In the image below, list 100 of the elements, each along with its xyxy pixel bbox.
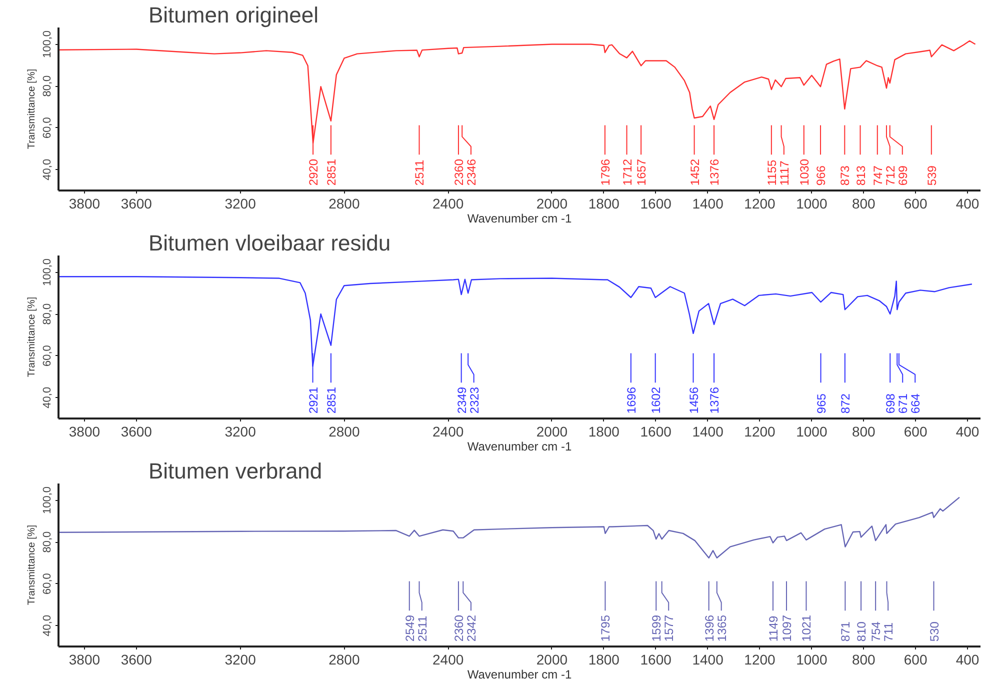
annotation: 2323 xyxy=(467,386,482,414)
annotation: 2920 xyxy=(306,158,321,186)
y-tick-label: 60,0 xyxy=(42,117,54,139)
x-tick-label: 2800 xyxy=(328,196,360,212)
x-tick-label: 1600 xyxy=(640,196,672,212)
x-tick-label: 600 xyxy=(904,652,928,668)
annotation: 2342 xyxy=(464,614,478,642)
y-tick-label: 40,0 xyxy=(42,386,54,408)
x-axis-title: Wavenumber cm -1 xyxy=(467,212,572,226)
annotation: 872 xyxy=(838,393,852,414)
x-tick-label: 3200 xyxy=(224,652,256,668)
annotation: 1452 xyxy=(688,158,702,186)
annotation: 671 xyxy=(896,393,910,414)
x-tick-label: 2800 xyxy=(328,652,360,668)
x-tick-label: 400 xyxy=(956,652,980,668)
annotation: 2851 xyxy=(324,158,338,186)
annotation: 1396 xyxy=(702,614,716,642)
annotation: 1365 xyxy=(714,614,729,642)
x-tick-label: 1600 xyxy=(640,652,672,668)
annotation: 664 xyxy=(908,393,923,414)
y-tick-label: 60,0 xyxy=(42,573,54,595)
x-tick-label: 600 xyxy=(904,196,928,212)
x-tick-label: 3600 xyxy=(120,424,152,440)
x-tick-label: 1800 xyxy=(588,196,620,212)
annotation: 871 xyxy=(838,621,853,642)
x-tick-label: 400 xyxy=(956,424,980,440)
x-tick-label: 800 xyxy=(852,424,876,440)
annotation: 1376 xyxy=(708,158,722,186)
x-axis-title: Wavenumber cm -1 xyxy=(467,440,572,454)
annotation: 2360 xyxy=(452,614,466,642)
x-tick-label: 800 xyxy=(852,652,876,668)
annotation: 698 xyxy=(884,393,898,414)
x-tick-label: 1000 xyxy=(796,196,828,212)
x-tick-label: 1400 xyxy=(692,196,724,212)
annotation: 2851 xyxy=(324,386,338,414)
annotation: 1456 xyxy=(686,386,701,414)
annotation: 966 xyxy=(814,165,828,186)
x-tick-label: 600 xyxy=(904,424,928,440)
x-tick-label: 2400 xyxy=(432,652,464,668)
x-tick-label: 1600 xyxy=(640,424,672,440)
annotation: 2921 xyxy=(306,386,320,414)
annotation: 1117 xyxy=(777,160,792,186)
x-tick-label: 2000 xyxy=(536,196,568,212)
annotation: 1030 xyxy=(797,158,812,186)
x-tick-label: 1200 xyxy=(744,424,776,440)
x-tick-label: 400 xyxy=(956,196,980,212)
annotation: 1155 xyxy=(764,159,779,186)
x-tick-label: 1400 xyxy=(692,652,724,668)
annotation: 2549 xyxy=(402,614,417,642)
y-tick-label: 100,0 xyxy=(42,258,54,286)
annotation: 813 xyxy=(854,165,868,186)
chart-title: Bitumen vloeibaar residu xyxy=(148,230,391,256)
annotation: 2511 xyxy=(412,159,427,186)
annotation: 1599 xyxy=(650,614,664,642)
y-axis-title: Transmittance [%] xyxy=(26,68,38,150)
annotation: 1696 xyxy=(624,386,638,414)
x-tick-label: 1800 xyxy=(588,424,620,440)
annotation: 2349 xyxy=(454,386,469,414)
annotation: 712 xyxy=(883,165,898,186)
x-tick-label: 1000 xyxy=(796,652,828,668)
y-tick-label: 40,0 xyxy=(42,158,54,180)
chart-title: Bitumen verbrand xyxy=(148,458,322,484)
annotation: 965 xyxy=(814,393,828,414)
y-tick-label: 80,0 xyxy=(42,75,54,97)
x-tick-label: 3800 xyxy=(68,424,100,440)
x-tick-label: 3200 xyxy=(224,424,256,440)
x-tick-label: 1000 xyxy=(796,424,828,440)
annotation: 1657 xyxy=(634,158,649,186)
y-tick-label: 100,0 xyxy=(42,30,54,58)
x-tick-label: 2400 xyxy=(432,196,464,212)
annotation: 699 xyxy=(896,165,910,186)
x-tick-label: 3600 xyxy=(120,196,152,212)
annotation: 711 xyxy=(882,622,896,642)
y-axis-title: Transmittance [%] xyxy=(26,524,38,606)
annotation: 2346 xyxy=(464,158,478,186)
annotation: 530 xyxy=(927,621,942,642)
annotation: 539 xyxy=(924,165,939,186)
annotation: 1097 xyxy=(780,614,794,642)
x-tick-label: 3800 xyxy=(68,196,100,212)
annotation: 1376 xyxy=(708,386,722,414)
annotation: 1021 xyxy=(800,614,814,642)
y-axis-title: Transmittance [%] xyxy=(26,296,38,378)
y-tick-label: 80,0 xyxy=(42,303,54,325)
annotation: 1577 xyxy=(662,614,676,642)
x-tick-label: 2800 xyxy=(328,424,360,440)
annotation: 1149 xyxy=(766,615,780,642)
annotation: 2360 xyxy=(452,158,466,186)
x-tick-label: 1400 xyxy=(692,424,724,440)
x-tick-label: 1200 xyxy=(744,652,776,668)
x-tick-label: 1200 xyxy=(744,196,776,212)
x-tick-label: 3600 xyxy=(120,652,152,668)
annotation: 1796 xyxy=(598,158,612,186)
x-tick-label: 1800 xyxy=(588,652,620,668)
annotation: 1795 xyxy=(598,614,613,642)
x-tick-label: 2000 xyxy=(536,652,568,668)
y-tick-label: 80,0 xyxy=(42,531,54,553)
x-tick-label: 3800 xyxy=(68,652,100,668)
annotation: 2511 xyxy=(415,615,430,642)
chart-title: Bitumen origineel xyxy=(148,2,318,28)
annotation: 1712 xyxy=(620,158,634,186)
